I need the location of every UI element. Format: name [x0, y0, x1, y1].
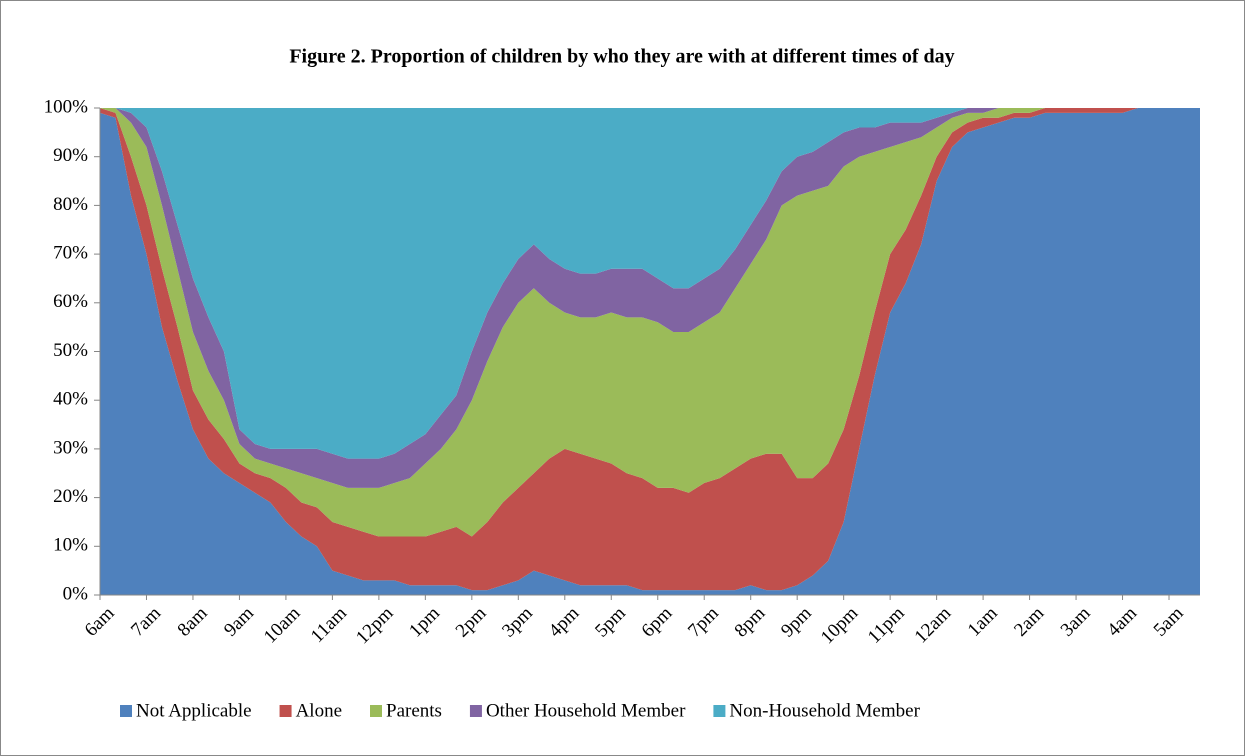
y-tick-label: 50%: [53, 340, 88, 361]
y-tick-label: 40%: [53, 389, 88, 410]
legend-swatch: [279, 705, 292, 717]
y-tick-label: 60%: [53, 291, 88, 312]
y-tick-label: 10%: [53, 535, 88, 556]
area: [100, 108, 1200, 591]
y-tick-label: 100%: [44, 96, 89, 117]
legend-swatch: [120, 705, 132, 717]
legend-swatch: [469, 705, 482, 717]
legend-label: Non-Household Member: [729, 700, 920, 721]
area: [100, 108, 1200, 595]
y-tick-label: 20%: [53, 486, 88, 507]
legend-label: Parents: [386, 700, 442, 721]
area: [100, 108, 1200, 459]
y-tick-label: 70%: [53, 242, 88, 263]
area: [100, 108, 1200, 537]
legend-label: Alone: [296, 700, 342, 721]
legend-label: Not Applicable: [136, 700, 252, 721]
y-tick-label: 90%: [53, 145, 88, 166]
y-tick-label: 80%: [53, 194, 88, 215]
legend-label: Other Household Member: [486, 700, 686, 721]
chart-title: Figure 2. Proportion of children by who …: [289, 46, 954, 68]
area: [100, 108, 1200, 488]
legend-swatch: [370, 705, 382, 717]
legend-swatch: [713, 705, 726, 717]
y-tick-label: 30%: [53, 437, 88, 458]
y-tick-label: 0%: [63, 583, 89, 604]
